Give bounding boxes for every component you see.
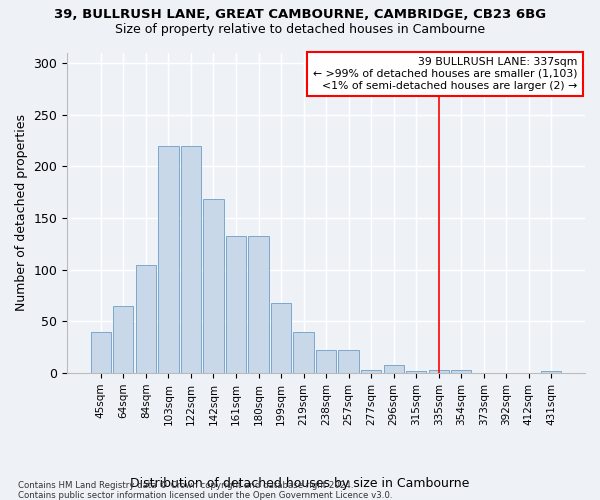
- Bar: [91, 332, 111, 373]
- Bar: [406, 371, 427, 373]
- Bar: [361, 370, 381, 373]
- Bar: [136, 264, 156, 373]
- Bar: [316, 350, 336, 373]
- Text: Size of property relative to detached houses in Cambourne: Size of property relative to detached ho…: [115, 22, 485, 36]
- Text: 39, BULLRUSH LANE, GREAT CAMBOURNE, CAMBRIDGE, CB23 6BG: 39, BULLRUSH LANE, GREAT CAMBOURNE, CAMB…: [54, 8, 546, 20]
- Bar: [293, 332, 314, 373]
- Bar: [158, 146, 179, 373]
- Bar: [181, 146, 201, 373]
- Bar: [113, 306, 133, 373]
- Bar: [248, 236, 269, 373]
- Bar: [226, 236, 246, 373]
- Bar: [271, 303, 291, 373]
- Y-axis label: Number of detached properties: Number of detached properties: [15, 114, 28, 312]
- Bar: [338, 350, 359, 373]
- Bar: [451, 370, 472, 373]
- Bar: [541, 371, 562, 373]
- Text: Contains HM Land Registry data © Crown copyright and database right 2024.
Contai: Contains HM Land Registry data © Crown c…: [18, 480, 392, 500]
- Bar: [383, 365, 404, 373]
- Text: 39 BULLRUSH LANE: 337sqm
← >99% of detached houses are smaller (1,103)
<1% of se: 39 BULLRUSH LANE: 337sqm ← >99% of detac…: [313, 58, 577, 90]
- Text: Distribution of detached houses by size in Cambourne: Distribution of detached houses by size …: [130, 477, 470, 490]
- Bar: [203, 200, 224, 373]
- Bar: [428, 370, 449, 373]
